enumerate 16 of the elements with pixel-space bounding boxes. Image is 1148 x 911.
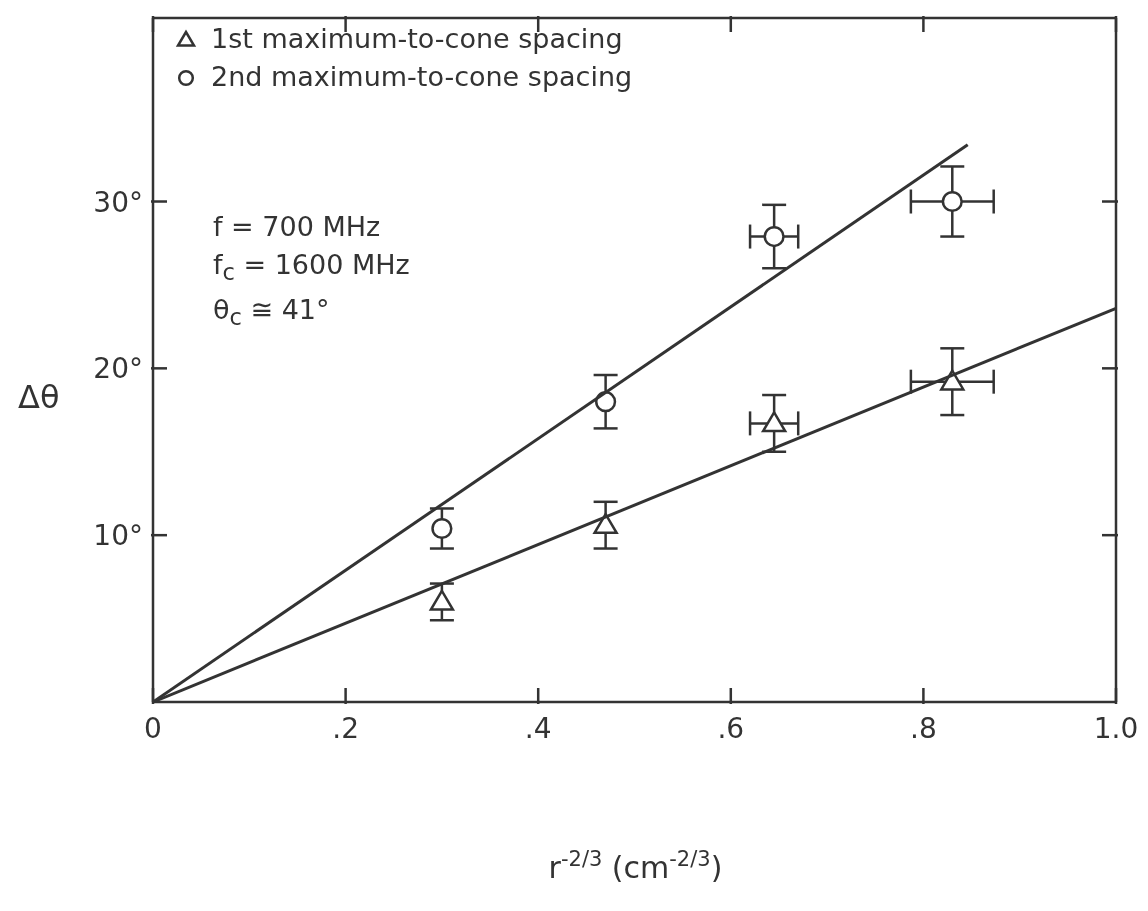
- x-tick-label: .8: [910, 712, 937, 745]
- y-tick-label: 20°: [93, 352, 143, 386]
- y-tick-label: 10°: [93, 519, 143, 553]
- annotation: f = 700 MHz: [213, 210, 382, 244]
- annotation: f$_{c}$ = 1600 MHz: [213, 248, 410, 288]
- x-tick-label: 0: [144, 712, 162, 745]
- x-axis-title: r$^{-2/3}$ (cm$^{-2/3}$): [548, 847, 723, 885]
- x-tick-label: .6: [717, 712, 745, 745]
- y-tick-label: 30°: [93, 185, 143, 219]
- x-tick-label: .4: [524, 712, 552, 745]
- x-tick-label: 1.0: [1093, 712, 1139, 745]
- legend-label: 2nd maximum-to-cone spacing: [211, 60, 633, 94]
- y-axis-title: Δθ: [18, 378, 60, 416]
- annotation: θ$_{c}$ ≅ 41°: [213, 293, 331, 333]
- x-tick-label: .2: [332, 712, 359, 745]
- legend-label: 1st maximum-to-cone spacing: [211, 22, 623, 56]
